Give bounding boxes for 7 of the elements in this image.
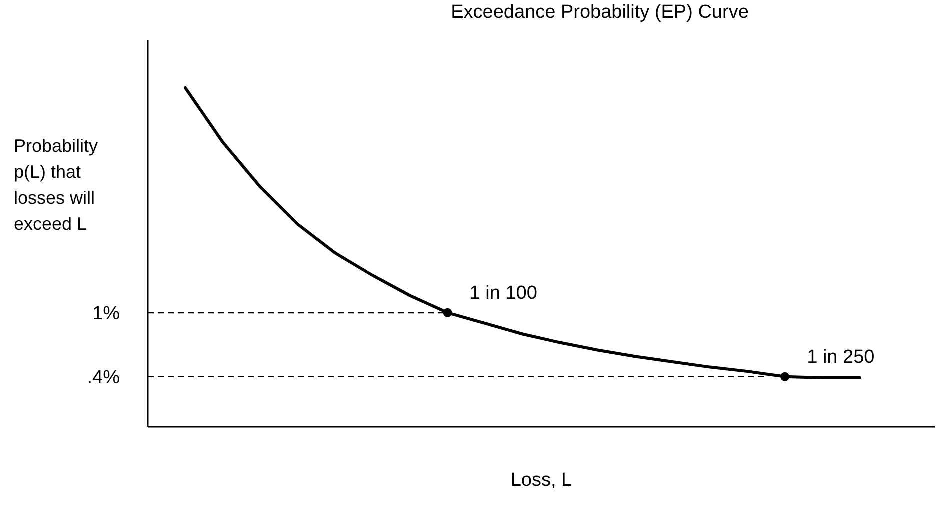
data-label: 1 in 250	[807, 346, 875, 368]
y-tick-label: 1%	[92, 304, 120, 325]
chart-title: Exceedance Probability (EP) Curve	[450, 2, 750, 24]
data-label: 1 in 100	[470, 282, 538, 304]
y-tick-label: .4%	[87, 368, 120, 389]
y-axis-title: Probability p(L) that losses will exceed L	[14, 135, 100, 236]
x-axis-title: Loss, L	[510, 470, 574, 492]
